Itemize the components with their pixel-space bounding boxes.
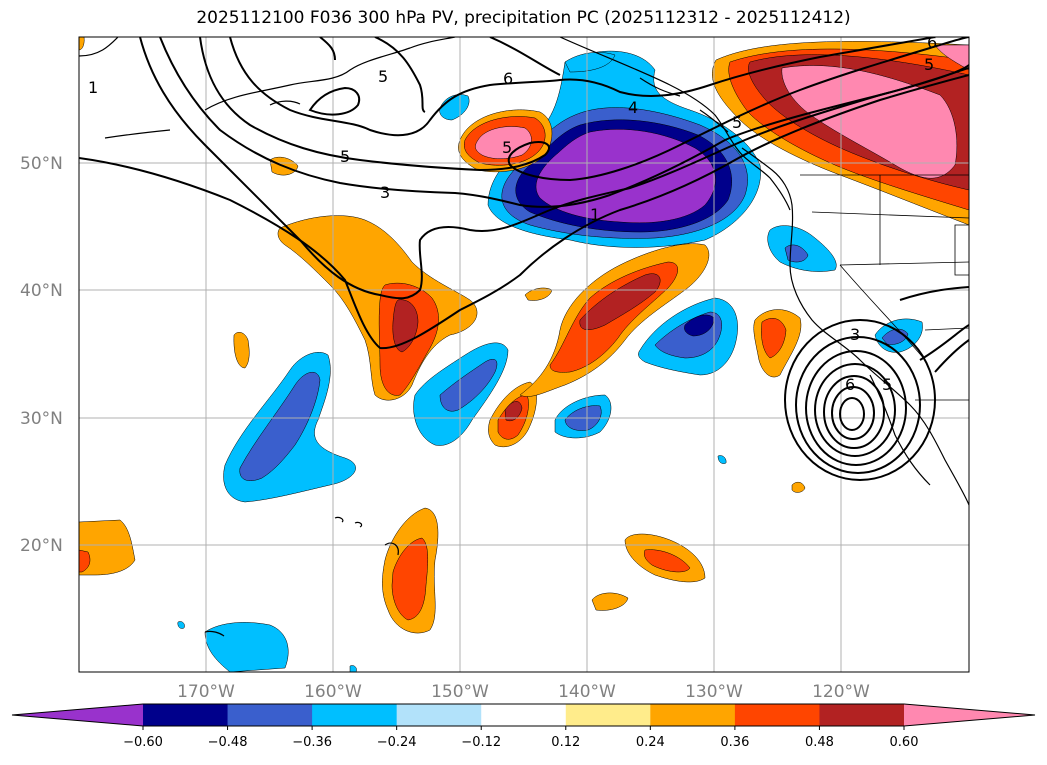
lon-label: 160°W — [304, 682, 362, 702]
lat-label: 40°N — [20, 281, 63, 301]
colorbar-tick-label: −0.60 — [123, 735, 163, 750]
colorbar-segment — [819, 704, 905, 726]
contour-label: 4 — [628, 98, 638, 117]
contour-label: 5 — [732, 113, 742, 132]
pv-contour-6 — [308, 86, 361, 116]
colorbar-segment — [396, 704, 482, 726]
lon-label: 120°W — [812, 682, 870, 702]
pv-contours — [79, 37, 969, 481]
colorbar-tick-label: 0.24 — [636, 735, 665, 750]
pv-contour-1 — [79, 74, 969, 350]
colorbar-segment — [565, 704, 651, 726]
pv-contour-2 — [139, 37, 969, 300]
colorbar-segment — [734, 704, 820, 726]
colorbar-tick-label: 0.60 — [890, 735, 919, 750]
contour-label: 3 — [850, 325, 860, 344]
contour-label: 5 — [502, 138, 512, 157]
lon-label: 130°W — [685, 682, 743, 702]
colorbar-tick-label: 0.12 — [551, 735, 580, 750]
colorbar-extend-max — [904, 704, 1035, 726]
graticule — [79, 37, 969, 672]
contour-label: 6 — [927, 33, 937, 52]
contour-label: 3 — [380, 183, 390, 202]
colorbar: −0.60 −0.48 −0.36 −0.24 −0.12 0.12 0.24 0.36 0.4… — [11, 703, 1036, 750]
contour-label: 5 — [340, 147, 350, 166]
lat-label: 20°N — [20, 536, 63, 556]
colorbar-segment — [312, 704, 398, 726]
map-title: 2025112100 F036 300 hPa PV, precipitatio… — [196, 8, 851, 28]
colorbar-segment — [650, 704, 736, 726]
map-frame — [78, 36, 970, 673]
contour-label: 6 — [845, 375, 855, 394]
colorbar-segment — [143, 704, 229, 726]
contour-label: 6 — [503, 69, 513, 88]
contour-labels: 1 5 6 4 5 3 5 1 3 6 5 6 5 5 — [88, 33, 937, 394]
colorbar-tick-label: −0.12 — [461, 735, 501, 750]
pv-rings — [784, 286, 969, 481]
pv-contour-5 — [229, 37, 936, 137]
pv-contour-3 — [159, 37, 969, 208]
contour-label: 5 — [882, 375, 892, 394]
lon-label: 150°W — [431, 682, 489, 702]
contour-label: 5 — [378, 67, 388, 86]
lat-label: 50°N — [20, 154, 63, 174]
lat-labels: 50°N 40°N 30°N 20°N — [20, 154, 63, 556]
contour-label: 1 — [590, 205, 600, 224]
contour-label: 1 — [88, 78, 98, 97]
colorbar-tick-label: 0.48 — [805, 735, 834, 750]
colorbar-segment — [481, 704, 567, 726]
us-west-coast — [741, 147, 969, 506]
lon-label: 170°W — [177, 682, 235, 702]
coastlines — [79, 37, 969, 637]
colorbar-tick-label: −0.48 — [208, 735, 248, 750]
colorbar-tick-label: 0.36 — [720, 735, 749, 750]
lat-label: 30°N — [20, 409, 63, 429]
pv-contour-4 — [199, 37, 969, 182]
colorbar-segment — [227, 704, 313, 726]
lon-label: 140°W — [558, 682, 616, 702]
colorbar-tick-label: −0.24 — [377, 735, 417, 750]
colorbar-tick-label: −0.36 — [292, 735, 332, 750]
contour-label: 5 — [924, 55, 934, 74]
shade-nw-positive-pink — [781, 65, 958, 179]
colorbar-extend-min — [12, 704, 143, 726]
lon-labels: 170°W 160°W 150°W 140°W 130°W 120°W — [177, 682, 870, 702]
